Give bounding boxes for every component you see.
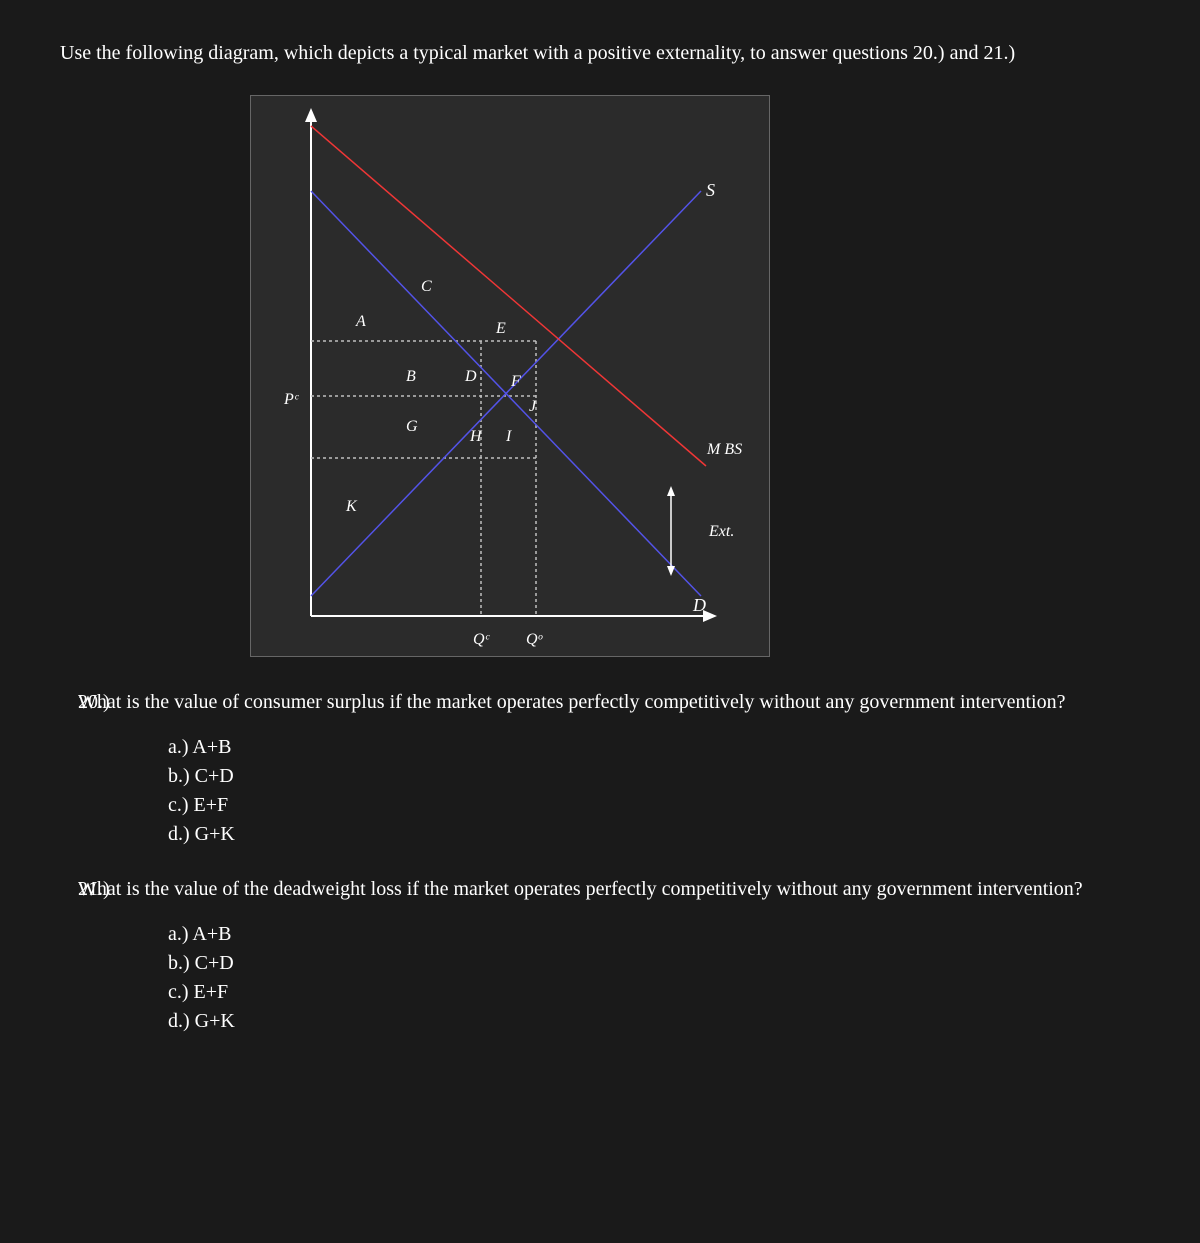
q21-options: a.) A+B b.) C+D c.) E+F d.) G+K: [60, 921, 1140, 1035]
q21-opt-d: d.) G+K: [168, 1008, 1140, 1035]
region-d: D: [464, 368, 477, 385]
question-20: 20.) What is the value of consumer surpl…: [60, 689, 1140, 848]
label-ext: Ext.: [708, 523, 734, 540]
q21-opt-a: a.) A+B: [168, 921, 1140, 948]
region-i: I: [505, 428, 512, 445]
label-s: S: [706, 180, 715, 200]
diagram-svg: S M BS D Ext. A C B D E F G H I J K Pᶜ Q…: [251, 96, 771, 656]
region-g: G: [406, 418, 418, 435]
label-pc: Pᶜ: [283, 391, 300, 408]
externality-diagram: S M BS D Ext. A C B D E F G H I J K Pᶜ Q…: [250, 95, 770, 657]
q20-opt-d: d.) G+K: [168, 821, 1140, 848]
y-axis-arrow: [305, 108, 317, 122]
question-21: 21.) What is the value of the deadweight…: [60, 876, 1140, 1035]
label-d: D: [692, 595, 706, 615]
q20-opt-a: a.) A+B: [168, 734, 1140, 761]
region-j: J: [529, 398, 537, 415]
region-b: B: [406, 368, 416, 385]
ext-arrow-down: [667, 566, 675, 576]
label-msb: M BS: [706, 441, 742, 458]
q20-opt-c: c.) E+F: [168, 792, 1140, 819]
q20-text: 20.) What is the value of consumer surpl…: [60, 689, 1140, 716]
ext-arrow-up: [667, 486, 675, 496]
q21-opt-c: c.) E+F: [168, 979, 1140, 1006]
region-h: H: [469, 428, 483, 445]
q21-body: What is the value of the deadweight loss…: [118, 876, 1083, 903]
msb-curve: [311, 126, 706, 466]
intro-text: Use the following diagram, which depicts…: [60, 40, 1140, 67]
q20-options: a.) A+B b.) C+D c.) E+F d.) G+K: [60, 734, 1140, 848]
q20-opt-b: b.) C+D: [168, 763, 1140, 790]
q21-text: 21.) What is the value of the deadweight…: [60, 876, 1140, 903]
label-qc: Qᶜ: [473, 631, 491, 648]
q20-body: What is the value of consumer surplus if…: [118, 689, 1065, 716]
region-e: E: [495, 320, 506, 337]
region-k: K: [345, 498, 358, 515]
region-a: A: [355, 313, 366, 330]
q21-opt-b: b.) C+D: [168, 950, 1140, 977]
label-qo: Qᵒ: [526, 631, 544, 648]
region-f: F: [510, 373, 521, 390]
region-c: C: [421, 278, 432, 295]
